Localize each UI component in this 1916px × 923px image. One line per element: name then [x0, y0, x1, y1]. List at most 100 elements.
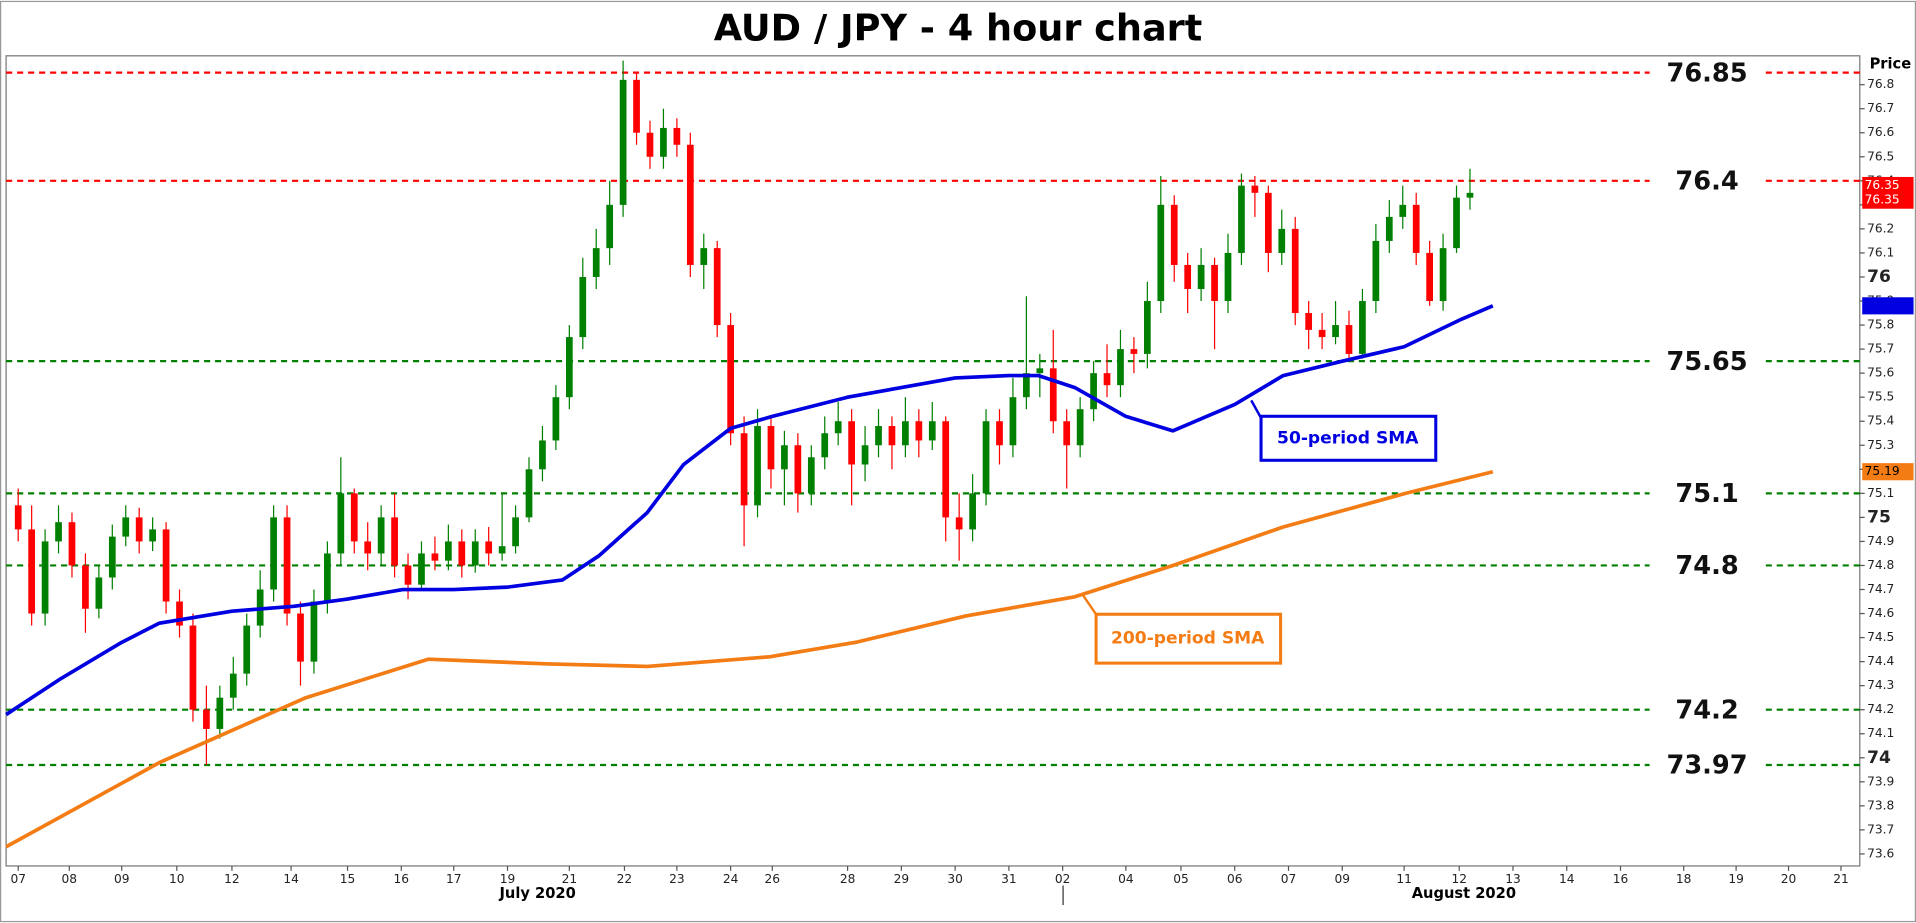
candle-body — [1143, 301, 1151, 354]
candle-body — [619, 79, 627, 205]
candle-body — [1318, 329, 1326, 338]
chart-title: AUD / JPY - 4 hour chart — [714, 7, 1203, 50]
candle-body — [996, 421, 1003, 446]
candle-body — [592, 248, 600, 277]
candle-body — [82, 565, 89, 609]
candle-body — [162, 529, 170, 602]
candle-body — [1009, 397, 1017, 446]
level-label-bg — [1649, 166, 1766, 196]
candle-body — [928, 421, 936, 441]
candle-body — [310, 601, 318, 662]
candle-body — [767, 426, 775, 470]
y-tick-label: 75.3 — [1867, 438, 1894, 452]
y-tick-label: 75.5 — [1867, 390, 1894, 404]
level-label-bg — [1649, 550, 1766, 581]
level-label: 73.97 — [1666, 751, 1747, 781]
y-tick-label: 76.7 — [1867, 101, 1894, 115]
y-tick-label: 76 — [1867, 267, 1891, 287]
candle-body — [539, 440, 546, 470]
candle-body — [606, 204, 614, 249]
candle-body — [633, 79, 640, 133]
y-tick-label: 74.1 — [1867, 726, 1894, 740]
x-tick-label: 18 — [1676, 872, 1692, 886]
candle-body — [1453, 197, 1460, 249]
candle-body — [1170, 204, 1178, 265]
candle-body — [471, 541, 479, 566]
x-tick-label: 12 — [224, 872, 240, 886]
candle-body — [364, 541, 372, 554]
y-tick-label: 74.9 — [1867, 534, 1894, 548]
y-tick-label: 75.7 — [1867, 342, 1894, 356]
candle-body — [902, 421, 909, 446]
callout-label: 200-period SMA — [1111, 629, 1265, 649]
price-tag-label: 76.35 — [1865, 178, 1900, 192]
x-tick-label: 19 — [1728, 872, 1744, 886]
candle-body — [713, 248, 721, 326]
x-tick-label: 07 — [10, 872, 26, 886]
callout-label: 50-period SMA — [1277, 428, 1419, 448]
candle-body — [955, 517, 963, 530]
y-tick-label: 73.6 — [1867, 846, 1894, 860]
candle-body — [229, 673, 237, 698]
y-tick-label: 75.1 — [1867, 486, 1894, 500]
candle-body — [1103, 373, 1111, 386]
level-label-bg — [1649, 57, 1766, 88]
candle-body — [122, 517, 130, 537]
candle-body — [95, 577, 103, 609]
x-tick-label: 11 — [1396, 872, 1412, 886]
candle-body — [525, 469, 533, 518]
x-tick-label: 06 — [1227, 872, 1243, 886]
x-tick-label: 15 — [340, 872, 356, 886]
candle-body — [337, 493, 345, 554]
y-tick-label: 74 — [1867, 748, 1891, 768]
x-tick-label: 26 — [765, 872, 781, 886]
candle-body — [686, 144, 694, 265]
candle-body — [1251, 185, 1259, 193]
y-tick-label: 74.4 — [1867, 654, 1894, 668]
x-tick-label: 10 — [169, 872, 185, 886]
x-tick-label: 09 — [1334, 872, 1350, 886]
sma-line — [5, 304, 1494, 717]
x-tick-label: 22 — [617, 872, 633, 886]
candle-body — [1063, 421, 1071, 446]
candle-body — [485, 541, 493, 554]
candle-body — [1130, 349, 1138, 354]
candle-body — [794, 445, 802, 494]
candle-body — [444, 541, 452, 561]
y-tick-label: 75 — [1867, 507, 1891, 527]
level-label-bg — [1649, 478, 1766, 509]
level-label: 74.2 — [1675, 695, 1738, 725]
candle-body — [1197, 264, 1205, 290]
candle-body — [243, 625, 251, 674]
candle-body — [297, 613, 304, 662]
month-label: July 2020 — [498, 885, 575, 902]
candle-body — [1211, 264, 1218, 302]
y-tick-label: 76.2 — [1867, 221, 1894, 235]
candle-body — [1412, 204, 1420, 253]
candle-body — [1264, 192, 1272, 253]
x-tick-label: 12 — [1451, 872, 1467, 886]
y-axis-title: Price — [1870, 55, 1912, 72]
callout-box — [1259, 414, 1438, 462]
candle-body — [1224, 252, 1232, 302]
y-tick-label: 74.3 — [1867, 678, 1894, 692]
candle-body — [28, 529, 36, 614]
candle-body — [821, 433, 829, 458]
candle-body — [888, 426, 896, 446]
x-tick-label: 09 — [114, 872, 130, 886]
candle-body — [14, 505, 22, 530]
candle-body — [189, 625, 197, 710]
x-tick-label: 13 — [1505, 872, 1521, 886]
candle-body — [377, 517, 385, 554]
candle-body — [216, 697, 224, 729]
candle-body — [552, 397, 560, 441]
candle-body — [1426, 252, 1434, 302]
candle-body — [1305, 313, 1313, 330]
candle-body — [673, 127, 681, 145]
price-tag-label: 76.35 — [1865, 193, 1900, 207]
level-label: 76.85 — [1666, 58, 1747, 88]
candle-body — [431, 553, 439, 561]
candle-body — [1049, 368, 1057, 422]
